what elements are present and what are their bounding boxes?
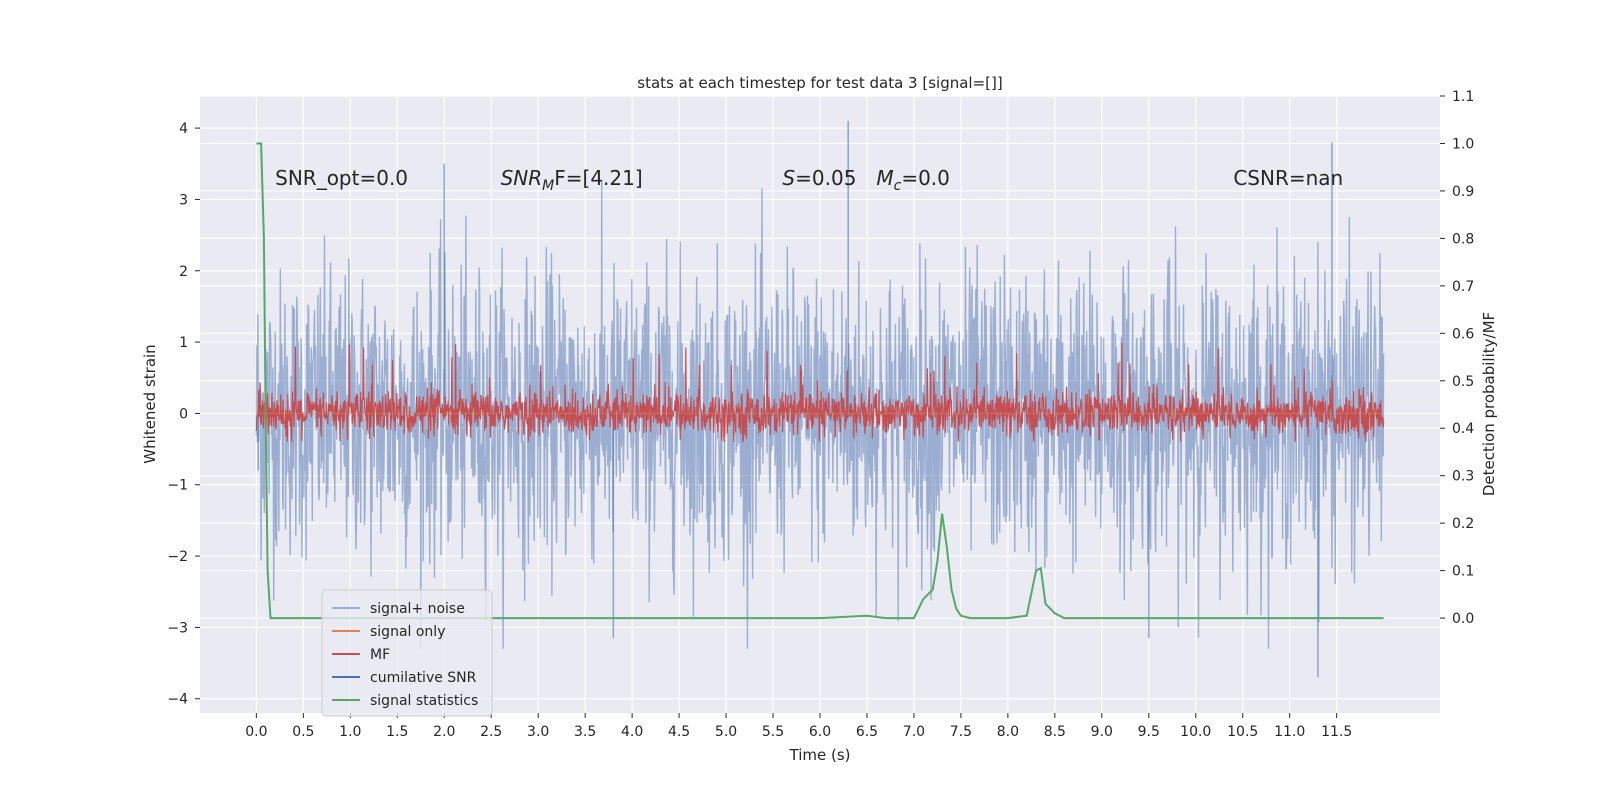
y2-tick-label: 0.3: [1452, 469, 1474, 485]
x-tick-label: 8.5: [1044, 724, 1066, 740]
x-tick-label: 9.0: [1091, 724, 1113, 740]
y2-tick-label: 0.0: [1452, 611, 1474, 627]
y2-tick-label: 0.5: [1452, 374, 1474, 390]
x-tick-label: 10.0: [1180, 724, 1211, 740]
y-tick-label: 0: [179, 406, 188, 422]
x-tick-label: 6.5: [856, 724, 878, 740]
x-tick-label: 3.5: [574, 724, 596, 740]
y-tick-label: −2: [167, 549, 188, 565]
x-tick-label: 8.0: [997, 724, 1019, 740]
x-tick-label: 7.0: [903, 724, 925, 740]
legend-box: [321, 589, 493, 717]
x-tick-label: 2.0: [433, 724, 455, 740]
legend-label: MF: [370, 647, 390, 663]
y-tick-label: −1: [167, 478, 188, 494]
y-tick-label: 1: [179, 335, 188, 351]
x-tick-label: 0.5: [292, 724, 314, 740]
y2-tick-label: 0.7: [1452, 279, 1474, 295]
legend: signal+ noise signal only MF cumilative SNR…: [321, 589, 493, 717]
plot-series: [255, 120, 1385, 678]
x-tick-label: 4.5: [668, 724, 690, 740]
x-tick-label: 11.5: [1321, 724, 1352, 740]
y-tick-label: 4: [179, 121, 188, 137]
y-tick-label: −3: [167, 620, 188, 636]
annotations: SNR_opt=0.0 SNRMF=[4.21] S=0.05 Mc=0.0 CSNR=…: [275, 166, 1343, 194]
chart-title: stats at each timestep for test data 3 […: [637, 74, 1002, 92]
x-tick-label: 1.5: [386, 724, 408, 740]
annotation-text: SNR_opt=0.0: [275, 166, 408, 190]
x-tick-label: 3.0: [527, 724, 549, 740]
y-axis-ticks: 4 3 2 1 0 −1 −2 −3 −4: [167, 121, 200, 708]
y2-axis-ticks: 1.1 1.0 0.9 0.8 0.7 0.6 0.5 0.4 0.3 0.2 0.1 0.0: [1440, 89, 1474, 627]
y-tick-label: −4: [167, 692, 188, 708]
annotation-text: SNRMF=[4.21]: [501, 166, 643, 194]
y2-axis-label: Detection probability/MF: [1480, 312, 1498, 496]
y-tick-label: 2: [179, 264, 188, 280]
annotation-text: Mc=0.0: [876, 166, 950, 194]
legend-label: signal statistics: [370, 693, 478, 709]
annotation-text: S=0.05: [782, 166, 856, 190]
x-tick-label: 10.5: [1227, 724, 1258, 740]
y2-tick-label: 0.6: [1452, 326, 1474, 342]
x-tick-label: 7.5: [950, 724, 972, 740]
x-tick-label: 5.5: [762, 724, 784, 740]
y2-tick-label: 0.1: [1452, 564, 1474, 580]
y2-tick-label: 0.2: [1452, 516, 1474, 532]
series-signal-statistics-line: [256, 142, 1384, 620]
y2-tick-label: 1.1: [1452, 89, 1474, 105]
x-tick-label: 0.0: [245, 724, 267, 740]
y2-tick-label: 1.0: [1452, 136, 1474, 152]
legend-label: signal+ noise: [370, 601, 465, 617]
annotation-text: CSNR=nan: [1233, 166, 1343, 190]
x-axis-ticks: 0.0 0.5 1.0 1.5 2.0 2.5 3.0 3.5 4.0 4.5 5.0 5.5 6.0 6…: [245, 713, 1352, 740]
x-tick-label: 1.0: [339, 724, 361, 740]
x-tick-label: 4.0: [621, 724, 643, 740]
x-tick-label: 6.0: [809, 724, 831, 740]
y-tick-label: 3: [179, 192, 188, 208]
y-axis-label: Whitened strain: [141, 344, 159, 463]
legend-label: signal only: [370, 624, 445, 640]
y2-tick-label: 0.9: [1452, 184, 1474, 200]
y2-tick-label: 0.8: [1452, 231, 1474, 247]
x-tick-label: 11.0: [1274, 724, 1305, 740]
x-axis-label: Time (s): [789, 746, 851, 764]
legend-label: cumilative SNR: [370, 670, 477, 686]
x-tick-label: 9.5: [1138, 724, 1160, 740]
y2-tick-label: 0.4: [1452, 421, 1474, 437]
x-tick-label: 5.0: [715, 724, 737, 740]
series-mf-line: [255, 342, 1385, 443]
x-tick-label: 2.5: [480, 724, 502, 740]
